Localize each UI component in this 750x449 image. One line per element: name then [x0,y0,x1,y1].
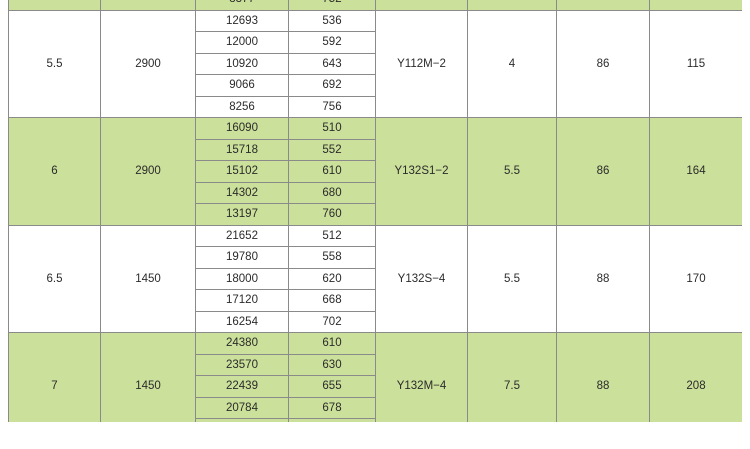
flow-cell: 8256 [195,95,289,118]
speed-cell: 2900 [100,117,196,226]
table-row: 9066 692 [9,74,743,97]
table-row: 10920 643 [9,52,743,75]
flow-cell: 17120 [195,289,289,312]
flow-cell: 9066 [195,74,289,97]
flow-cell: 8377 [195,0,289,11]
flow-cell: 14302 [195,181,289,204]
flow-cell: 19780 [195,246,289,269]
head-cell: 620 [288,267,376,290]
flow-cell: 16254 [195,310,289,333]
head-cell: 756 [288,95,376,118]
motor-power-cell: 5.5 [467,117,557,226]
speed-cell: 2900 [100,9,196,118]
table-row: 12000 592 [9,31,743,54]
speed-cell [100,0,196,11]
head-cell: 510 [288,117,376,140]
weight-cell: 164 [649,117,742,226]
flow-cell: 23570 [195,353,289,376]
motor-model-cell: Y132S−4 [375,224,468,333]
table-row: 14302 680 [9,181,743,204]
efficiency-cell [556,0,650,11]
power-cell: 6.5 [8,224,101,333]
speed-cell: 1450 [100,224,196,333]
flow-cell: 24380 [195,332,289,355]
flow-cell: 20784 [195,396,289,419]
head-cell: 630 [288,353,376,376]
efficiency-cell: 88 [556,332,650,422]
table-row: 7 1450 24380 610 Y132M−4 7.5 88 208 [8,332,742,422]
power-cell: 7 [8,332,101,422]
table-viewport: 83777525.5290012693536Y112M−248611512000… [8,0,742,422]
table-row: 16254 702 [9,310,743,333]
table-row: 13197 760 [9,203,743,226]
head-cell: 536 [288,9,376,32]
spec-table: 83777525.5290012693536Y112M−248611512000… [8,0,742,422]
flow-cell: 16090 [195,117,289,140]
head-cell: 702 [288,310,376,333]
head-cell: 558 [288,246,376,269]
head-cell: 512 [288,224,376,247]
weight-cell: 115 [649,9,742,118]
motor-power-cell: 5.5 [467,224,557,333]
motor-power-cell [467,0,557,11]
flow-cell: 12000 [195,31,289,54]
head-cell: 752 [288,0,376,11]
power-cell: 6 [8,117,101,226]
head-cell: 610 [288,332,376,355]
table-row: 20784 678 [9,396,743,419]
table-row: 18908728 [9,418,743,422]
power-cell: 5.5 [8,9,101,118]
flow-cell: 10920 [195,52,289,75]
table-row: 6.5 1450 21652 512 Y132S−4 5.5 88 170 [8,224,742,333]
table-row: 19780 558 [9,246,743,269]
head-cell: 692 [288,74,376,97]
table-row: 8377752 [8,0,742,11]
head-cell: 592 [288,31,376,54]
flow-cell: 18000 [195,267,289,290]
weight-cell: 170 [649,224,742,333]
head-cell: 655 [288,375,376,398]
head-cell: 643 [288,52,376,75]
flow-cell: 13197 [195,203,289,226]
head-cell: 552 [288,138,376,161]
table-row: 15718 552 [9,138,743,161]
flow-cell: 22439 [195,375,289,398]
motor-model-cell: Y132S1−2 [375,117,468,226]
motor-model-cell: Y132M−4 [375,332,468,422]
table-row: 6 2900 16090 510 Y132S1−2 5.5 86 164 [8,117,742,226]
motor-power-cell: 4 [467,9,557,118]
motor-model-cell [375,0,468,11]
motor-power-cell: 7.5 [467,332,557,422]
flow-cell: 18908 [195,418,289,422]
head-cell: 728 [288,418,376,422]
table-row: 23570 630 [9,353,743,376]
head-cell: 760 [288,203,376,226]
efficiency-cell: 86 [556,117,650,226]
motor-model-cell: Y112M−2 [375,9,468,118]
flow-cell: 15102 [195,160,289,183]
head-cell: 678 [288,396,376,419]
flow-cell: 15718 [195,138,289,161]
head-cell: 680 [288,181,376,204]
table-row: 18000 620 [9,267,743,290]
speed-cell: 1450 [100,332,196,422]
efficiency-cell: 88 [556,224,650,333]
weight-cell [649,0,742,11]
spec-table-body: 83777525.5290012693536Y112M−248611512000… [8,0,743,422]
weight-cell: 208 [649,332,742,422]
table-row: 15102 610 [9,160,743,183]
power-cell [8,0,101,11]
efficiency-cell: 86 [556,9,650,118]
table-row: 5.5 2900 12693 536 Y112M−2 4 86 115 [8,9,742,118]
table-row: 22439 655 [9,375,743,398]
table-row: 8256 756 [9,95,743,118]
head-cell: 610 [288,160,376,183]
flow-cell: 21652 [195,224,289,247]
flow-cell: 12693 [195,9,289,32]
head-cell: 668 [288,289,376,312]
